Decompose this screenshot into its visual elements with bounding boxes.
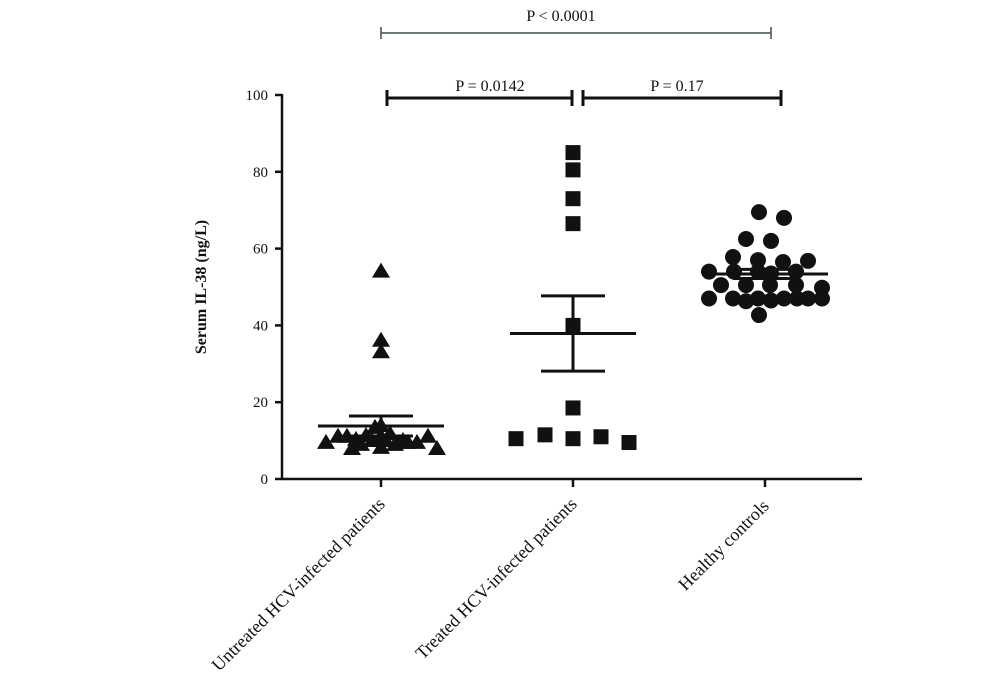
untreated-point: [381, 425, 399, 441]
y-tick-label: 60: [253, 242, 268, 258]
healthy-control-point: [763, 265, 779, 282]
treated-point: [537, 427, 553, 443]
comparison-label-overall: P < 0.0001: [526, 8, 595, 25]
healthy-control-point: [701, 290, 717, 307]
healthy-control-point: [762, 277, 778, 294]
healthy-control-point: [800, 252, 816, 269]
comparison-bracket: [581, 90, 783, 106]
untreated-point: [372, 262, 390, 278]
untreated-point: [428, 440, 446, 456]
healthy-control-point: [725, 290, 741, 307]
healthy-control-point: [763, 232, 779, 249]
healthy-control-point: [788, 263, 804, 280]
y-tick-label: 0: [261, 472, 269, 488]
healthy-control-point: [713, 277, 729, 294]
untreated-point: [317, 433, 335, 449]
y-tick-label: 80: [253, 165, 268, 181]
healthy-control-point: [751, 204, 767, 221]
healthy-control-point: [751, 307, 767, 324]
treated-point: [565, 400, 581, 416]
comparison-bracket: [380, 27, 772, 39]
treated-point: [593, 429, 609, 445]
comparison-label-treated-vs-healthy: P = 0.17: [650, 78, 703, 95]
y-axis-label: Serum IL-38 (ng/L): [193, 220, 210, 354]
treated-point: [508, 431, 524, 447]
healthy-control-point: [788, 277, 804, 294]
healthy-control-point: [750, 252, 766, 269]
treated-point: [621, 435, 637, 451]
healthy-control-point: [750, 290, 766, 307]
x-tick-label-healthy: Healthy controls: [674, 496, 773, 595]
untreated-point: [372, 343, 390, 359]
x-tick-label-untreated: Untreated HCV-infected patients: [208, 494, 389, 675]
untreated-point: [372, 331, 390, 347]
healthy-control-point: [738, 231, 754, 247]
healthy-control-point: [738, 293, 754, 310]
treated-point: [565, 145, 581, 161]
comparison-bracket: [385, 90, 574, 106]
treated-point: [565, 431, 581, 447]
healthy-control-point: [725, 249, 741, 266]
untreated-point: [372, 417, 390, 433]
untreated-point: [343, 440, 361, 456]
healthy-control-point: [701, 263, 717, 280]
healthy-control-point: [789, 290, 805, 307]
treated-point: [565, 317, 581, 333]
comparison-brackets: [380, 27, 783, 106]
y-tick-label: 40: [253, 318, 268, 334]
x-ticks: [379, 479, 767, 487]
comparison-label-untreated-vs-treated: P = 0.0142: [455, 78, 524, 95]
untreated-point: [352, 435, 370, 451]
y-tick-label: 100: [246, 88, 269, 104]
untreated-point: [363, 431, 381, 447]
healthy-control-point: [763, 292, 779, 309]
healthy-control-point: [776, 290, 792, 307]
healthy-control-point: [750, 263, 766, 280]
untreated-point: [408, 433, 426, 449]
healthy-control-point: [800, 290, 816, 307]
healthy-control-point: [814, 290, 830, 307]
healthy-control-point: [738, 277, 754, 294]
x-tick-label-treated: Treated HCV-infected patients: [411, 494, 580, 663]
healthy-control-point: [726, 263, 742, 280]
treated-point: [565, 162, 581, 178]
treated-point: [565, 191, 581, 207]
healthy-control-point: [776, 209, 792, 226]
untreated-point: [419, 427, 437, 443]
y-ticks: 0 20 40 60 80 100: [246, 88, 282, 488]
treated-point: [565, 216, 581, 232]
y-tick-label: 20: [253, 395, 268, 411]
healthy-control-point: [775, 254, 791, 271]
data-points: [317, 145, 830, 456]
